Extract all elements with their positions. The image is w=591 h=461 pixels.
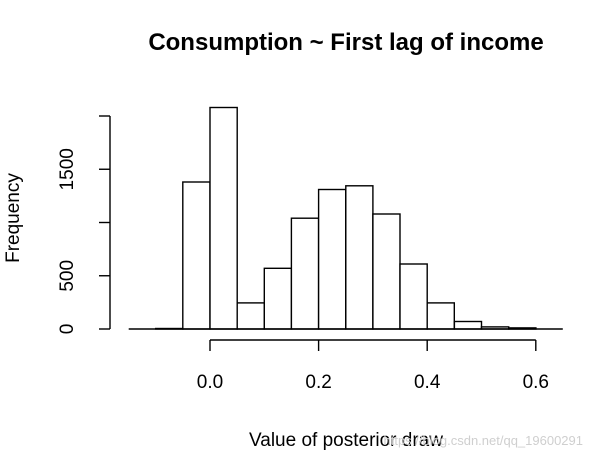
histogram-bar: [236, 302, 266, 330]
histogram-bar: [372, 213, 401, 330]
y-axis: 0 500 1500: [57, 115, 111, 335]
histogram-bar: [182, 181, 211, 330]
y-tick-label: 0: [57, 324, 78, 335]
histogram-bar: [453, 320, 483, 330]
y-tick-label: 500: [57, 260, 78, 292]
x-tick-label: 0.0: [197, 372, 223, 393]
y-axis-label: Frequency: [3, 173, 24, 263]
x-axis: 0.0 0.2 0.4 0.6: [197, 339, 549, 393]
histogram-bar: [263, 267, 293, 330]
watermark-text: https://blog.csdn.net/qq_19600291: [384, 433, 584, 448]
x-tick-label: 0.2: [305, 372, 331, 393]
x-tick-label: 0.6: [523, 372, 549, 393]
histogram-bar: [426, 302, 456, 330]
histogram-bar: [345, 185, 374, 330]
histogram-bar: [317, 188, 347, 330]
x-axis-label: Value of posterior draw: [249, 430, 443, 451]
histogram-bar: [399, 263, 428, 330]
y-tick-label: 1500: [57, 148, 78, 190]
x-tick-label: 0.4: [414, 372, 441, 393]
chart-title: Consumption ~ First lag of income: [148, 29, 543, 56]
histogram-bar: [209, 106, 238, 330]
histogram-bar: [290, 217, 320, 330]
histogram-bars: [128, 106, 563, 330]
